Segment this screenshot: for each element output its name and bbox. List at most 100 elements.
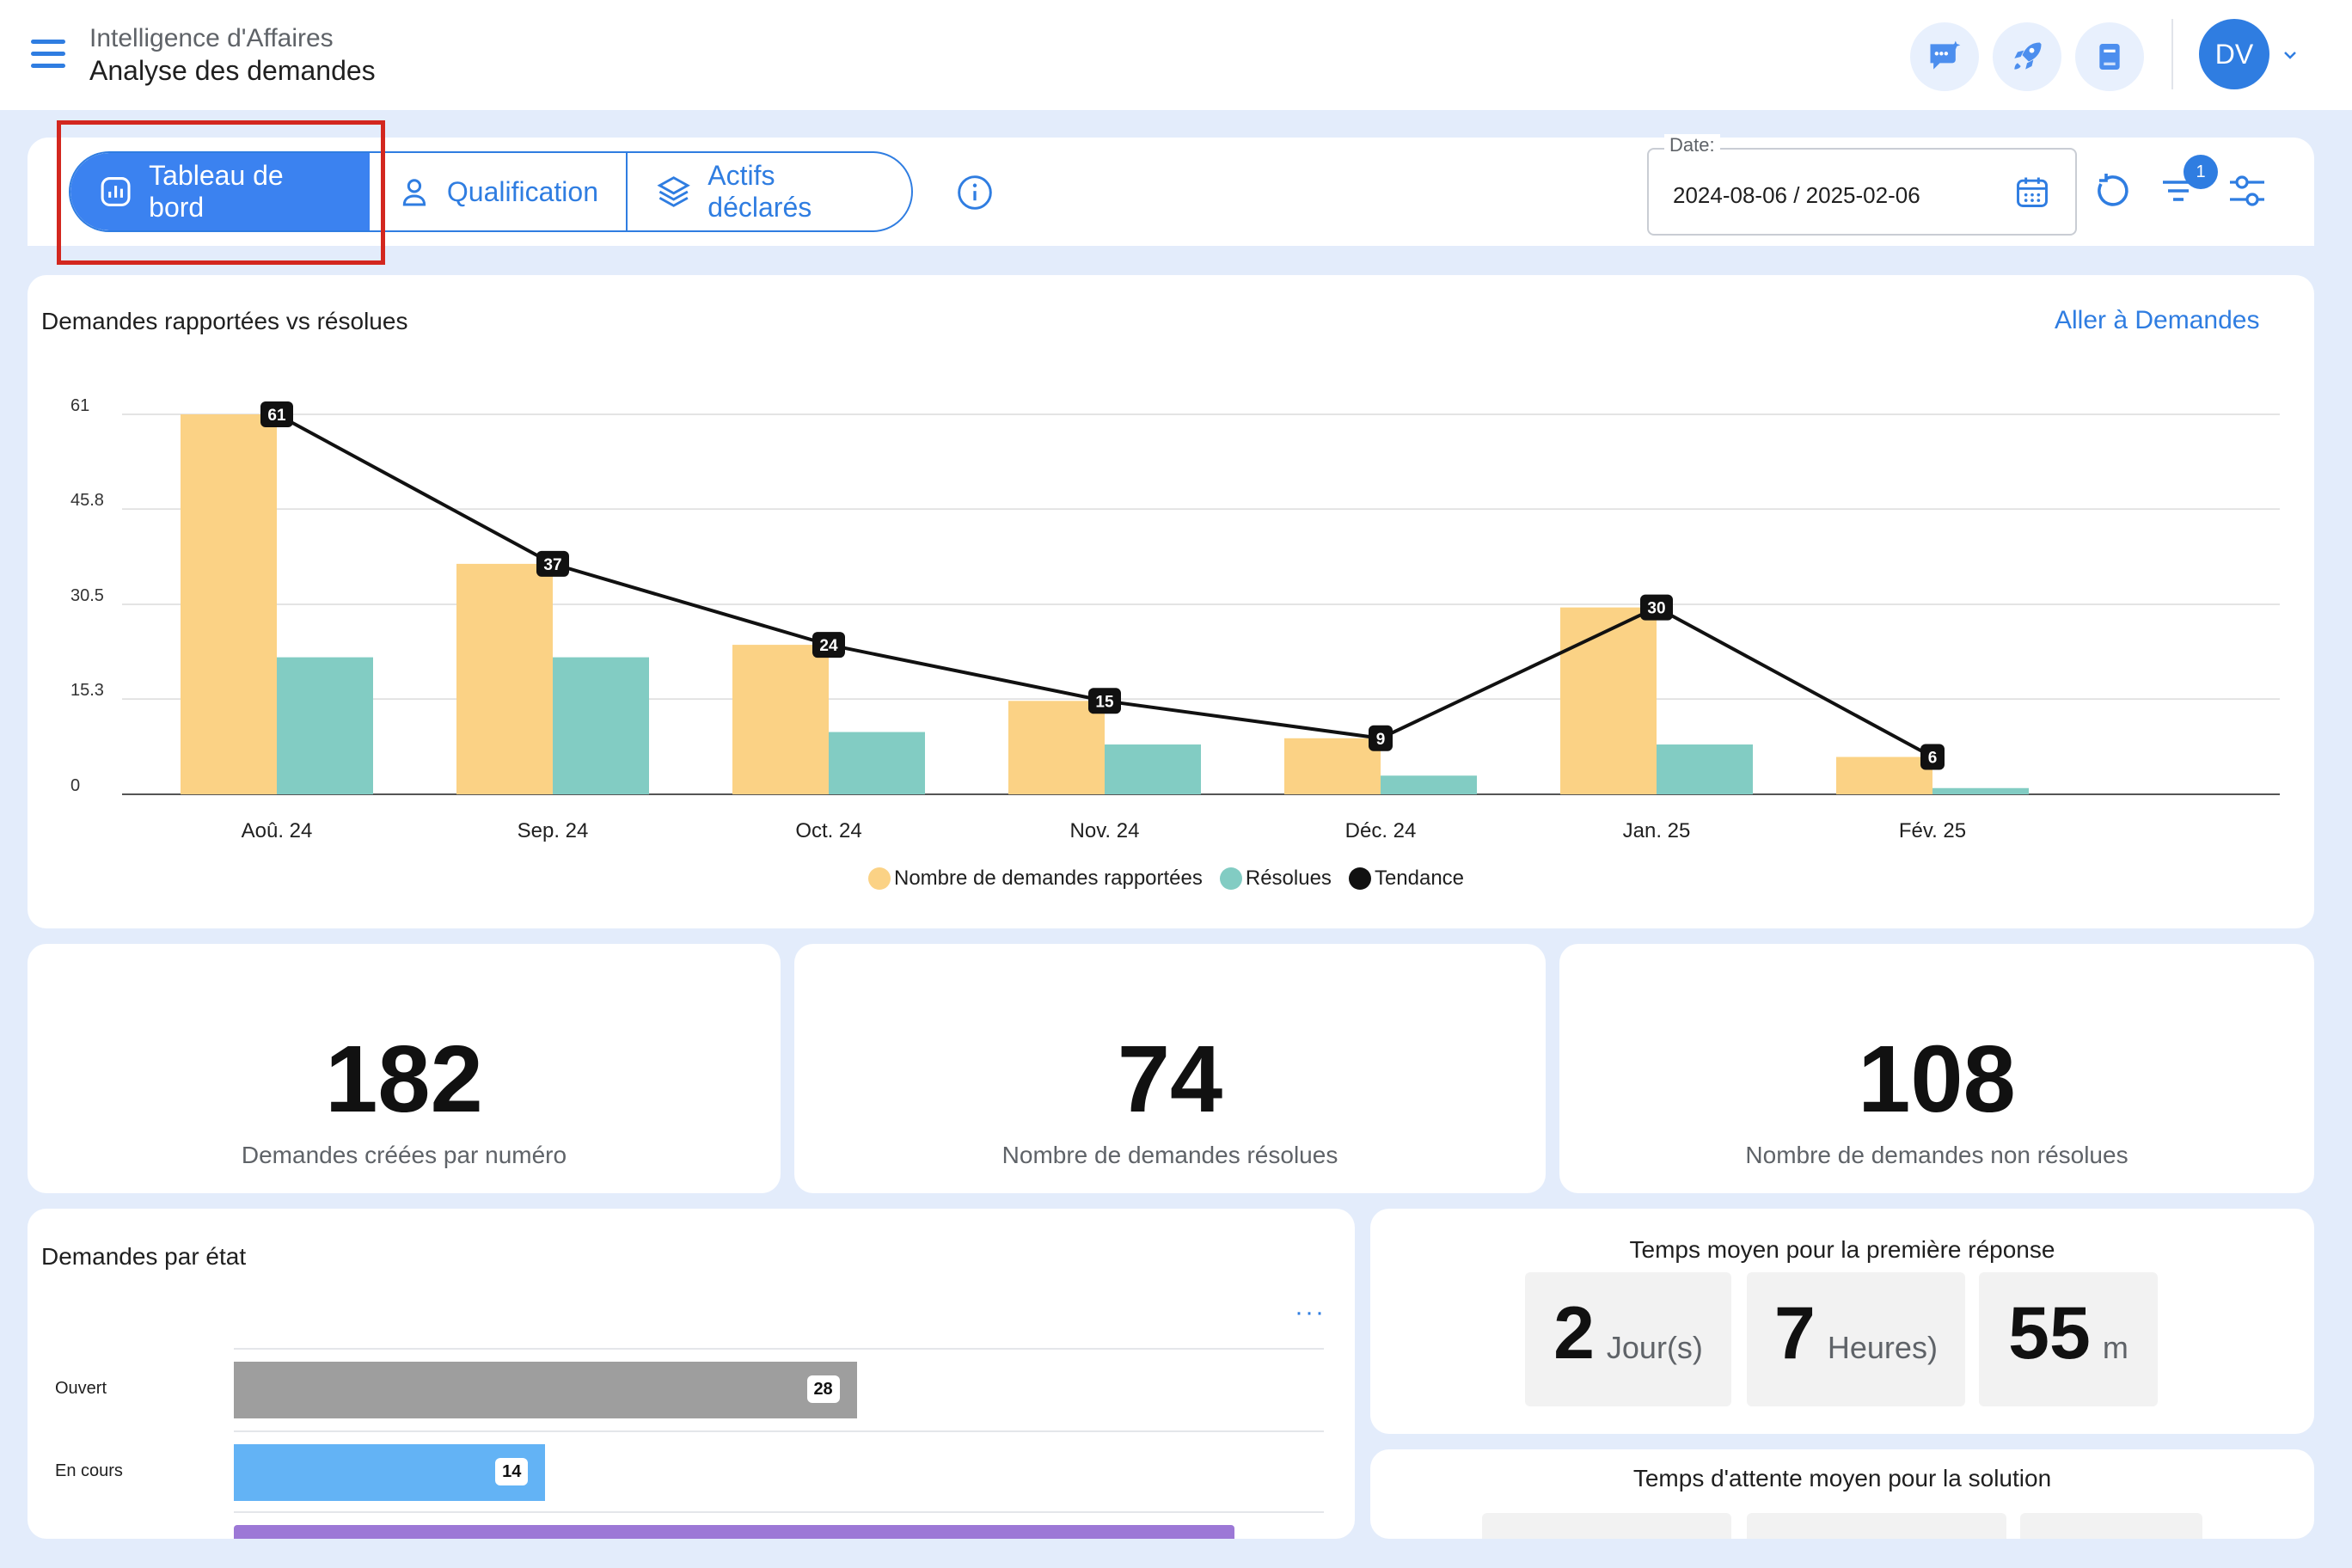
x-tick-label: Sep. 24 bbox=[518, 819, 589, 842]
grid-line bbox=[234, 1348, 1324, 1350]
days-unit: Jour(s) bbox=[1606, 1330, 1703, 1365]
kpi-card-resolved: 74 Nombre de demandes résolues bbox=[794, 944, 1546, 1193]
solution-wait-minutes bbox=[2020, 1513, 2202, 1539]
trend-data-label: 6 bbox=[1928, 750, 1938, 768]
state-bar[interactable]: 28 bbox=[234, 1362, 857, 1418]
rocket-icon bbox=[2014, 42, 2042, 70]
trend-data-label: 15 bbox=[1095, 693, 1114, 711]
chart-icon bbox=[101, 177, 131, 206]
calendar-icon[interactable] bbox=[2013, 172, 2051, 211]
first-response-days: 2 Jour(s) bbox=[1525, 1272, 1731, 1406]
grid-line bbox=[234, 1511, 1324, 1513]
state-bar-value: 14 bbox=[495, 1458, 529, 1485]
person-icon bbox=[402, 179, 426, 206]
legend-label-resolved: Résolues bbox=[1245, 867, 1332, 890]
y-tick-label: 30.5 bbox=[70, 586, 104, 605]
solution-wait-card: Temps d'attente moyen pour la solution bbox=[1370, 1449, 2314, 1539]
trend-data-label: 61 bbox=[267, 407, 286, 425]
trend-point bbox=[1088, 688, 1121, 714]
tab-dashboard[interactable]: Tableau de bord bbox=[70, 153, 370, 230]
trend-point bbox=[536, 550, 569, 577]
hours-unit: Heures) bbox=[1827, 1330, 1938, 1365]
state-bar[interactable] bbox=[234, 1525, 1235, 1539]
book-icon bbox=[2099, 44, 2120, 70]
trend-data-label: 37 bbox=[543, 556, 561, 574]
kpi-label-resolved: Nombre de demandes résolues bbox=[1001, 1142, 1338, 1168]
go-to-requests-link[interactable]: Aller à Demandes bbox=[2055, 306, 2260, 334]
solution-wait-hours bbox=[1747, 1513, 2006, 1539]
bar-resolved bbox=[1932, 787, 2029, 794]
legend-dot-trend bbox=[1348, 867, 1371, 890]
settings-sliders-icon[interactable] bbox=[2226, 170, 2268, 211]
avatar[interactable]: DV bbox=[2199, 19, 2269, 89]
info-icon[interactable] bbox=[956, 174, 994, 211]
tab-assets-label: Actifs déclarés bbox=[707, 160, 812, 223]
filter-count-badge: 1 bbox=[2184, 155, 2218, 189]
first-response-minutes: 55 m bbox=[1979, 1272, 2158, 1406]
menu-icon[interactable] bbox=[31, 40, 65, 69]
chevron-down-icon[interactable] bbox=[2280, 45, 2300, 65]
legend-item-reported[interactable]: Nombre de demandes rapportées bbox=[868, 867, 1203, 891]
page-title: Analyse des demandes bbox=[89, 55, 376, 86]
top-bar: Intelligence d'Affaires Analyse des dema… bbox=[0, 0, 2352, 110]
layers-icon bbox=[657, 176, 690, 207]
date-range-field[interactable] bbox=[1647, 148, 2077, 236]
x-tick-label: Jan. 25 bbox=[1623, 819, 1691, 842]
legend-item-resolved[interactable]: Résolues bbox=[1219, 867, 1332, 891]
rocket-button[interactable] bbox=[1993, 22, 2061, 91]
x-tick-label: Nov. 24 bbox=[1070, 819, 1140, 842]
x-tick-label: Aoû. 24 bbox=[242, 819, 313, 842]
y-tick-label: 61 bbox=[70, 396, 89, 415]
tab-group: Tableau de bord Qualification Actifs déc… bbox=[69, 151, 913, 232]
bar-resolved bbox=[1657, 744, 1753, 794]
breadcrumb-parent[interactable]: Intelligence d'Affaires bbox=[89, 24, 334, 52]
kpi-card-created: 182 Demandes créées par numéro bbox=[28, 944, 781, 1193]
state-bar-label: Ouvert bbox=[55, 1379, 107, 1398]
bar-reported bbox=[1836, 756, 1932, 794]
bar-resolved bbox=[553, 657, 649, 794]
x-tick-label: Oct. 24 bbox=[795, 819, 861, 842]
tab-qualification[interactable]: Qualification bbox=[370, 153, 628, 230]
x-tick-label: Déc. 24 bbox=[1345, 819, 1417, 842]
grid-line bbox=[234, 1430, 1324, 1432]
kpi-value-resolved: 74 bbox=[1117, 1026, 1223, 1132]
y-tick-label: 45.8 bbox=[70, 491, 104, 510]
bar-reported bbox=[1008, 701, 1105, 794]
chat-ai-button[interactable] bbox=[1910, 22, 1979, 91]
tab-assets[interactable]: Actifs déclarés bbox=[628, 153, 911, 230]
solution-wait-days bbox=[1482, 1513, 1731, 1539]
bar-reported bbox=[732, 645, 829, 794]
y-tick-label: 0 bbox=[70, 776, 80, 795]
date-value[interactable]: 2024-08-06 / 2025-02-06 bbox=[1673, 182, 1920, 208]
highlight-annotation bbox=[57, 120, 385, 265]
trend-point bbox=[1369, 725, 1393, 751]
trend-data-label: 30 bbox=[1647, 600, 1665, 618]
x-tick-label: Fév. 25 bbox=[1899, 819, 1966, 842]
bar-reported bbox=[1284, 738, 1381, 794]
more-icon[interactable]: ··· bbox=[1295, 1298, 1326, 1326]
legend-item-trend[interactable]: Tendance bbox=[1348, 867, 1464, 891]
tab-qualification-label: Qualification bbox=[446, 175, 598, 207]
bar-reported bbox=[181, 414, 277, 794]
minutes-unit: m bbox=[2102, 1330, 2128, 1365]
legend-dot-resolved bbox=[1219, 867, 1242, 890]
trend-data-label: 24 bbox=[819, 637, 838, 655]
bar-resolved bbox=[277, 657, 373, 794]
refresh-icon[interactable] bbox=[2091, 170, 2132, 211]
state-bar[interactable]: 14 bbox=[234, 1444, 546, 1501]
book-button[interactable] bbox=[2075, 22, 2144, 91]
state-bar-value: 28 bbox=[806, 1375, 840, 1403]
kpi-label-unresolved: Nombre de demandes non résolues bbox=[1745, 1142, 2128, 1168]
first-response-title: Temps moyen pour la première réponse bbox=[1629, 1236, 2055, 1263]
kpi-card-unresolved: 108 Nombre de demandes non résolues bbox=[1559, 944, 2314, 1193]
bar-resolved bbox=[1381, 775, 1477, 794]
tab-dashboard-label: Tableau de bord bbox=[149, 160, 284, 223]
reported-vs-resolved-chart: 0 15.3 30.5 45.8 61 Aoû. 24 Sep. 24 Oct. 24 Nov.… bbox=[70, 396, 2280, 842]
bar-reported bbox=[1560, 607, 1657, 794]
kpi-value-created: 182 bbox=[325, 1026, 483, 1132]
header-divider bbox=[2171, 19, 2173, 89]
legend-dot-reported bbox=[868, 867, 891, 890]
minutes-value: 55 bbox=[2008, 1292, 2091, 1375]
state-chart-title: Demandes par état bbox=[41, 1243, 247, 1270]
trend-point bbox=[1920, 744, 1945, 770]
